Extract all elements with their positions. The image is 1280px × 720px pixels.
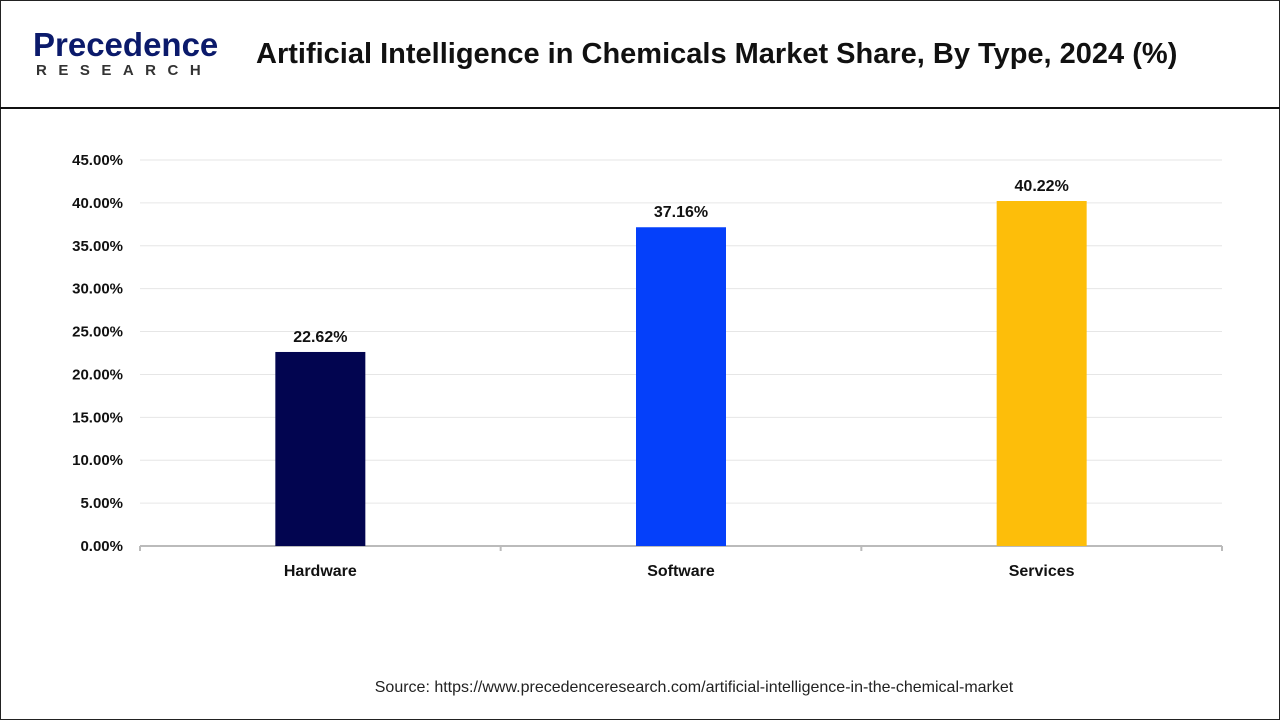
bar-software bbox=[636, 227, 726, 547]
source-text: Source: https://www.precedenceresearch.c… bbox=[374, 679, 1014, 696]
y-tick-label: 20.00% bbox=[72, 366, 123, 383]
bar-services bbox=[996, 201, 1087, 547]
logo-text: Precedence bbox=[33, 26, 219, 63]
y-tick-label: 5.00% bbox=[80, 495, 123, 512]
bar-hardware bbox=[275, 351, 366, 546]
chart-title: Artificial Intelligence in Chemicals Mar… bbox=[256, 38, 1178, 70]
logo-subtext: RESEARCH bbox=[36, 62, 213, 79]
logo: Precedence RESEARCH bbox=[33, 26, 219, 80]
y-tick-label: 15.00% bbox=[72, 409, 123, 426]
y-tick-label: 30.00% bbox=[72, 281, 123, 298]
y-tick-label: 10.00% bbox=[72, 452, 123, 469]
x-tick-label: Hardware bbox=[284, 563, 357, 580]
header: Precedence RESEARCH Artificial Intellige… bbox=[0, 0, 1280, 109]
x-tick-label: Software bbox=[647, 563, 715, 580]
y-tick-label: 45.00% bbox=[72, 152, 123, 169]
y-tick-label: 40.00% bbox=[72, 195, 123, 212]
x-tick-label: Services bbox=[1009, 563, 1075, 580]
data-label: 40.22% bbox=[1015, 178, 1069, 195]
y-tick-label: 35.00% bbox=[72, 238, 123, 255]
data-label: 22.62% bbox=[293, 329, 347, 346]
y-tick-label: 25.00% bbox=[72, 324, 123, 341]
data-label: 37.16% bbox=[654, 204, 708, 221]
y-tick-label: 0.00% bbox=[80, 538, 123, 555]
